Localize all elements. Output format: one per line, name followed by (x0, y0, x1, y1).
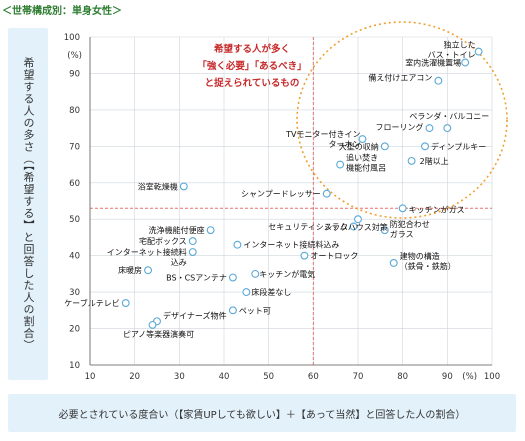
data-point (228, 306, 237, 315)
highlight-ellipse (296, 21, 508, 219)
data-point (121, 299, 130, 307)
x-tick-label: 80 (397, 372, 408, 382)
data-point (251, 269, 260, 278)
reference-lines (90, 37, 492, 365)
point-label: 防犯合わせガラス (390, 219, 430, 239)
data-point (425, 124, 434, 133)
annotation-line: 希望する人が多く (214, 43, 290, 55)
point-label: オートロック (310, 252, 358, 261)
y-tick-label: 10 (69, 361, 80, 371)
y-tick-label: 30 (69, 288, 80, 298)
point-label: セキュリティシステム (268, 223, 347, 232)
y-tick-label: 80 (69, 106, 80, 116)
point-label: 室内洗濯機置場 (405, 58, 461, 68)
point-label: ペット可 (239, 306, 271, 315)
point-label: ディンプルキー (431, 141, 486, 151)
y-unit-label: (%) (67, 51, 82, 61)
x-tick-label: 70 (353, 372, 364, 382)
y-tick-label: 60 (69, 179, 80, 189)
x-tick-label: 90 (442, 372, 453, 382)
annotation-line: 「強く必要」「あるべき」 (197, 60, 306, 72)
tick-labels: 10 20 30 40 50 60 70 80 90 100 (%) 10 20 30 40 50 60 70 80… (64, 33, 500, 382)
data-point (354, 215, 362, 224)
point-label: ケーブルテレビ (64, 298, 120, 308)
point-label: 建物の構造（鉄骨・鉄筋） (400, 251, 456, 271)
y-tick-label: 100 (64, 33, 80, 43)
point-label: シックハウス対策 (324, 222, 388, 232)
point-label: インターネット接続料込み (107, 247, 187, 267)
annotation: 希望する人が多く「強く必要」「あるべき」と捉えられているもの (197, 43, 306, 89)
point-label: キッチンがガス (409, 204, 465, 214)
data-points (121, 47, 483, 329)
y-tick-label: 50 (69, 215, 80, 225)
point-label: ベランダ・バルコニー (409, 111, 489, 121)
data-point (434, 76, 443, 85)
point-label: 独立したバス・トイレ (428, 40, 476, 60)
point-labels: 独立したバス・トイレ室内洗濯機置場備え付けエアコンベランダ・バルコニーフローリン… (64, 40, 489, 339)
x-axis-label-box: 必要とされている度合い（【家賃UPしても欲しい】＋【あって当然】と回答した人の割… (8, 394, 516, 432)
point-label: 浴室乾燥機 (138, 181, 178, 191)
x-tick-label: 30 (174, 372, 185, 382)
data-point (358, 135, 367, 143)
scatter-chart: 希望する人が多く「強く必要」「あるべき」と捉えられているもの 独立したバス・トイ… (64, 21, 508, 382)
page-title: ＜世帯構成別：単身女性＞ (2, 6, 122, 17)
data-point (233, 240, 242, 249)
data-point (389, 259, 398, 267)
data-point (398, 204, 407, 213)
data-point (380, 226, 389, 235)
x-tick-label: 50 (263, 372, 274, 382)
y-tick-label: 40 (69, 252, 80, 262)
point-label: シャンプードレッサー (241, 190, 321, 199)
point-label: デザイナーズ物件 (163, 310, 226, 320)
data-point (322, 189, 331, 198)
point-label: 2階以上 (420, 156, 449, 166)
y-tick-label: 90 (69, 69, 80, 79)
x-tick-label: 10 (85, 372, 96, 382)
point-label: 宅配ボックス (139, 236, 187, 246)
data-point (474, 47, 483, 56)
point-label: TVモニター付きインターホン (285, 129, 360, 149)
data-point (228, 273, 237, 282)
x-tick-label: 60 (308, 372, 319, 382)
data-point (461, 58, 470, 67)
data-point (380, 142, 389, 151)
point-label: 洗浄機能付便座 (149, 225, 205, 235)
y-axis-label: 希望する人の多さ（【希望する】と回答した人の割合） (22, 56, 35, 352)
point-label: BS・CSアンテナ (166, 274, 227, 283)
data-point (188, 248, 197, 256)
y-axis-label-box: 希望する人の多さ（【希望する】と回答した人の割合） (8, 28, 48, 380)
data-point (144, 266, 153, 275)
x-unit-label: (%) (462, 372, 477, 382)
data-point (421, 142, 429, 151)
point-label: 追い焚き機能付風呂 (346, 153, 386, 173)
x-tick-label: 40 (219, 372, 230, 382)
x-axis-label: 必要とされている度合い（【家賃UPしても欲しい】＋【あって当然】と回答した人の割… (58, 409, 466, 421)
data-point (443, 124, 452, 133)
point-label: 備え付けエアコン (368, 73, 432, 83)
data-point (206, 226, 215, 235)
data-point (148, 320, 157, 329)
data-point (407, 156, 416, 165)
y-tick-label: 20 (69, 325, 80, 335)
data-point (349, 222, 358, 231)
point-label: キッチンが電気 (259, 269, 315, 279)
point-label: 大型の収納 (339, 141, 379, 151)
grid-layer (90, 36, 493, 365)
point-label: インターネット接続料込み (243, 240, 339, 250)
data-point (179, 182, 188, 191)
data-point (188, 237, 197, 246)
point-label: フローリング (375, 122, 423, 132)
point-label: 床段差なし (251, 287, 291, 297)
x-tick-label: 20 (129, 372, 140, 382)
point-label: 床暖房 (118, 265, 142, 275)
x-tick-label: 100 (484, 372, 500, 382)
data-point (300, 251, 309, 260)
annotation-line: と捉えられているもの (205, 77, 300, 89)
y-tick-label: 70 (69, 142, 80, 152)
data-point (336, 160, 345, 169)
point-label: ピアノ等楽器演奏可 (123, 329, 194, 339)
data-point (242, 288, 251, 297)
